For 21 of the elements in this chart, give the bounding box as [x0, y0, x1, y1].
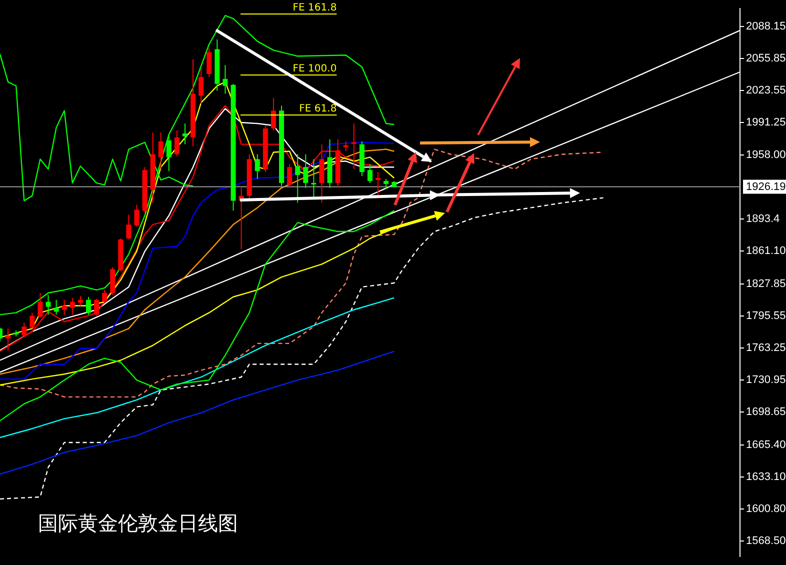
y-tick-label: 2023.55: [746, 84, 786, 96]
y-tick-label: 1763.25: [746, 342, 786, 354]
y-tick-label: 1698.65: [746, 406, 786, 418]
y-tick-label: 1958.00: [746, 149, 786, 162]
y-tick-label: 1795.55: [746, 310, 786, 322]
y-tick-label: 2055.85: [746, 52, 786, 64]
y-tick-label: 1991.25: [746, 116, 786, 128]
annotation: FE 161.8: [292, 2, 337, 14]
y-tick-label: 1568.50: [746, 535, 786, 548]
text: 国际黄金伦敦金日线图: [38, 510, 238, 537]
y-tick-label: 1600.80: [746, 503, 786, 516]
y-tick-label: 1730.95: [746, 374, 786, 386]
y-tick-label: 1893.4: [746, 213, 780, 226]
annotation: FE 100.0: [292, 64, 337, 75]
y-tick-label: 2088.15: [746, 20, 786, 32]
y-tick-label: 1633.10: [746, 471, 786, 484]
ref-line-label: 1926.19: [746, 180, 786, 193]
annotation: FE 61.8: [299, 104, 337, 115]
y-tick-label: 1665.40: [746, 439, 786, 452]
y-tick-label: 1827.85: [746, 278, 786, 290]
y-tick-label: 1861.10: [746, 245, 786, 258]
